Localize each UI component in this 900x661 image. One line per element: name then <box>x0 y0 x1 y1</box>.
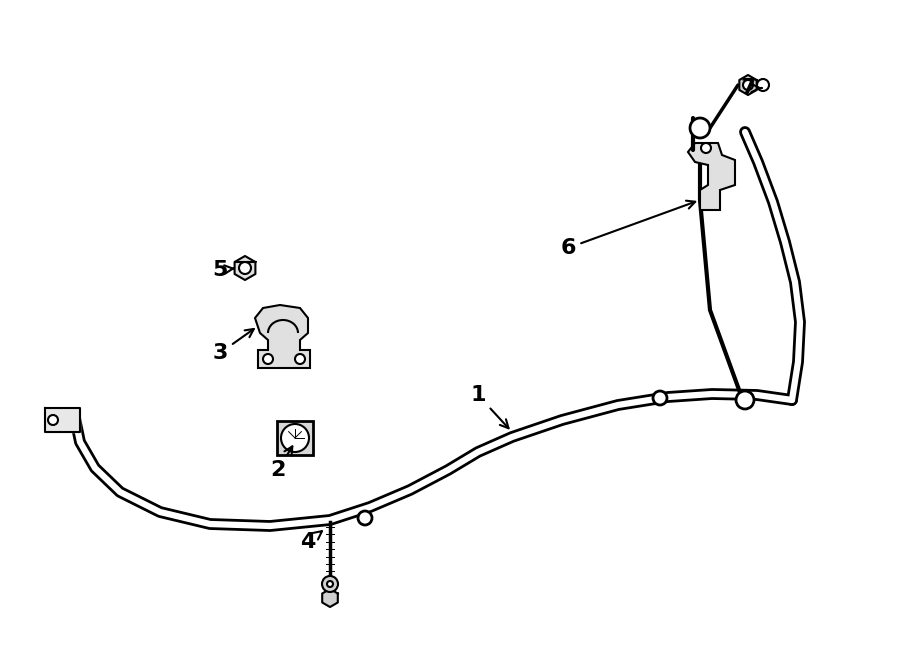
Circle shape <box>736 391 754 409</box>
Polygon shape <box>739 75 757 95</box>
Polygon shape <box>688 143 735 210</box>
Circle shape <box>263 354 273 364</box>
Circle shape <box>286 429 304 447</box>
Circle shape <box>295 354 305 364</box>
Text: 7: 7 <box>740 78 761 98</box>
Circle shape <box>239 262 251 274</box>
Circle shape <box>701 143 711 153</box>
Text: 2: 2 <box>270 446 292 480</box>
Circle shape <box>48 415 58 425</box>
Text: 1: 1 <box>470 385 508 428</box>
Polygon shape <box>322 589 338 607</box>
Polygon shape <box>45 408 80 432</box>
Text: 4: 4 <box>301 531 322 552</box>
Circle shape <box>358 511 372 525</box>
Circle shape <box>757 79 769 91</box>
Text: 5: 5 <box>212 260 234 280</box>
Text: 3: 3 <box>212 329 254 363</box>
Circle shape <box>690 118 710 138</box>
Polygon shape <box>235 256 256 280</box>
Circle shape <box>653 391 667 405</box>
Circle shape <box>322 576 338 592</box>
FancyBboxPatch shape <box>277 421 313 455</box>
Circle shape <box>743 80 753 90</box>
Circle shape <box>327 581 333 587</box>
Polygon shape <box>255 305 310 368</box>
Text: 6: 6 <box>560 201 695 258</box>
Circle shape <box>281 424 309 452</box>
